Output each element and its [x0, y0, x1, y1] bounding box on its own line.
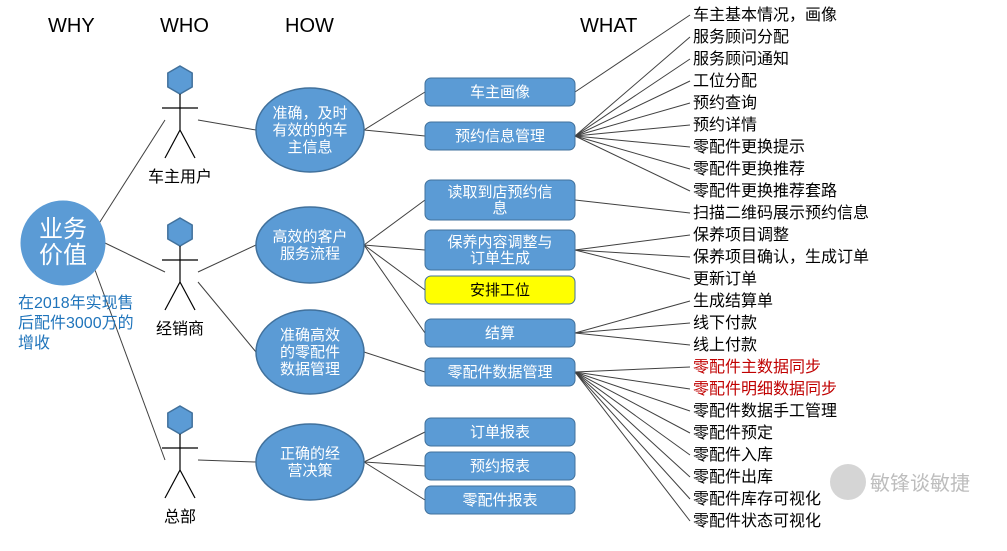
- root-caption-line-2: 增收: [18, 334, 50, 352]
- leaf-l24: 零配件状态可视化: [693, 512, 821, 530]
- pill-label-p5: 安排工位: [470, 282, 530, 299]
- actor-label-owner: 车主用户: [148, 168, 212, 186]
- header-who: WHO: [160, 15, 209, 37]
- pill-label-p4-0: 保养内容调整与: [447, 234, 552, 251]
- how-label-how1-1: 有效的的车: [272, 122, 347, 139]
- how-label-how3-1: 的零配件: [280, 344, 340, 361]
- leaf-l5: 预约查询: [693, 94, 757, 112]
- pill-label-p10: 零配件报表: [462, 492, 537, 509]
- watermark-text: 敏锋谈敏捷: [870, 472, 970, 495]
- how-label-how4-1: 营决策: [287, 463, 332, 480]
- root-label-1: 业务: [39, 216, 87, 243]
- leaf-l19: 零配件数据手工管理: [693, 402, 837, 420]
- leaf-l1: 车主基本情况，画像: [693, 6, 837, 24]
- leaf-l14: 生成结算单: [693, 291, 773, 310]
- actor-label-dealer: 经销商: [156, 320, 204, 338]
- how-label-how3-2: 数据管理: [280, 361, 340, 378]
- actor-dealer: [162, 218, 198, 310]
- how-label-how3-0: 准确高效: [280, 327, 340, 344]
- pill-label-p1: 车主画像: [470, 84, 530, 101]
- how-label-how1-2: 主信息: [287, 139, 332, 156]
- leaf-l6: 预约详情: [693, 116, 757, 134]
- root-caption-line-0: 在2018年实现售: [18, 294, 134, 312]
- pill-label-p4-1: 订单生成: [470, 250, 530, 267]
- leaf-l7: 零配件更换提示: [693, 138, 805, 156]
- header-why: WHY: [48, 15, 95, 37]
- pill-label-p7: 零配件数据管理: [447, 364, 552, 381]
- leaf-l12: 保养项目确认，生成订单: [693, 248, 869, 266]
- pill-label-p9: 预约报表: [470, 458, 530, 475]
- leaf-l9: 零配件更换推荐套路: [693, 182, 837, 200]
- pill-label-p3-1: 息: [492, 200, 507, 217]
- header-how: HOW: [285, 15, 334, 37]
- leaf-l3: 服务顾问通知: [693, 50, 789, 68]
- leaf-l4: 工位分配: [693, 72, 757, 90]
- leaf-l13: 更新订单: [693, 270, 757, 288]
- header-what: WHAT: [580, 15, 637, 37]
- how-label-how2-1: 服务流程: [280, 246, 340, 263]
- pill-label-p3-0: 读取到店预约信: [447, 184, 552, 201]
- how-label-how1-0: 准确，及时: [272, 105, 347, 122]
- leaf-l17: 零配件主数据同步: [693, 358, 821, 376]
- leaf-l15: 线下付款: [693, 314, 757, 332]
- leaf-l2: 服务顾问分配: [693, 28, 789, 46]
- leaf-l22: 零配件出库: [693, 468, 773, 486]
- pill-label-p6: 结算: [485, 324, 515, 342]
- how-label-how2-0: 高效的客户: [272, 229, 347, 246]
- leaf-l10: 扫描二维码展示预约信息: [693, 204, 869, 222]
- actor-owner: [162, 66, 198, 158]
- actor-hq: [162, 406, 198, 498]
- root-label-2: 价值: [39, 242, 87, 269]
- leaf-l16: 线上付款: [693, 336, 757, 354]
- leaf-l20: 零配件预定: [693, 424, 773, 442]
- leaf-l21: 零配件入库: [693, 446, 773, 464]
- leaf-l8: 零配件更换推荐: [693, 160, 805, 178]
- leaf-l11: 保养项目调整: [693, 226, 789, 244]
- leaf-l23: 零配件库存可视化: [693, 490, 821, 508]
- pill-label-p2: 预约信息管理: [455, 128, 545, 145]
- actor-label-hq: 总部: [164, 508, 196, 526]
- pill-label-p8: 订单报表: [470, 424, 530, 441]
- watermark-icon: [830, 464, 866, 500]
- leaf-l18: 零配件明细数据同步: [693, 380, 837, 398]
- how-label-how4-0: 正确的经: [280, 446, 340, 463]
- diagram-canvas: WHY WHO HOW WHAT 业务价值在2018年实现售后配件3000万的增收 车主用…: [0, 0, 1007, 551]
- root-caption-line-1: 后配件3000万的: [18, 314, 134, 332]
